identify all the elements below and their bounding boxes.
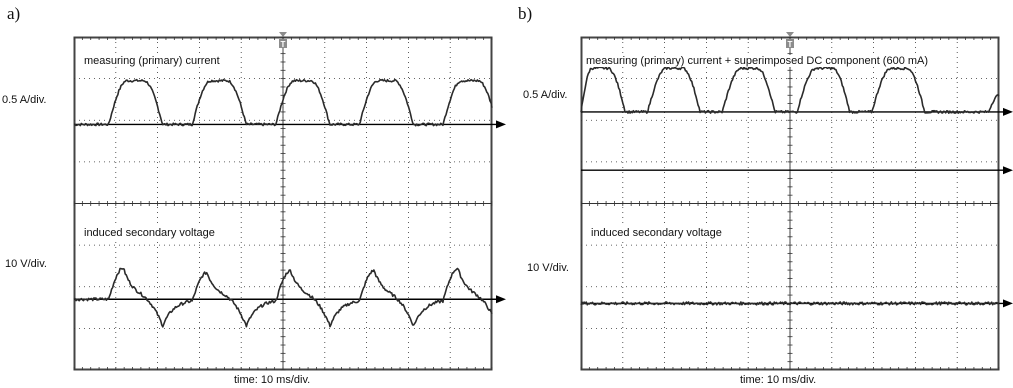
ch1-title-b: measuring (primary) current + superimpos… [585,55,930,67]
ch2-title-a: induced secondary voltage [83,227,216,239]
ch1-ground-marker-arrow [1003,107,1013,116]
ch1-title-a: measuring (primary) current [83,55,221,67]
series-current-trace [73,78,493,127]
trigger-box [279,39,287,48]
time-label-b: time: 10 ms/div. [740,374,817,386]
scope-b-plot: T [580,32,1013,371]
panel-a-letter: a) [7,4,21,23]
series-voltage-trace [73,267,493,328]
trigger-label: T [788,40,793,49]
series-current-trace [580,66,1000,114]
trigger-arrow [786,32,794,37]
ch1-ground-marker-arrow [496,120,506,129]
graticule [73,36,493,371]
trigger-marker: T [786,32,794,49]
dc-level-marker-arrow [1003,166,1013,175]
trigger-box [786,39,794,48]
scope-a-plot: T [73,32,506,371]
ch1-scale-a: 0.5 A/div. [2,94,47,106]
series-voltage-trace [580,301,1000,306]
ch1-scale-b: 0.5 A/div. [523,89,568,101]
ch2-scale-b: 10 V/div. [527,262,569,274]
ch2-ground-marker-arrow [496,295,506,304]
time-label-a: time: 10 ms/div. [234,374,311,386]
trigger-label: T [281,40,286,49]
panel-b-letter: b) [518,4,533,23]
ch2-scale-a: 10 V/div. [5,258,47,270]
ch2-ground-marker-arrow [1003,299,1013,308]
ch2-title-b: induced secondary voltage [590,227,723,239]
scope-a: T measuring (primary) current induced se… [73,32,506,371]
trigger-marker: T [279,32,287,49]
trigger-arrow [279,32,287,37]
graticule [580,36,1000,371]
scope-b: T measuring (primary) current + superimp… [580,32,1013,371]
